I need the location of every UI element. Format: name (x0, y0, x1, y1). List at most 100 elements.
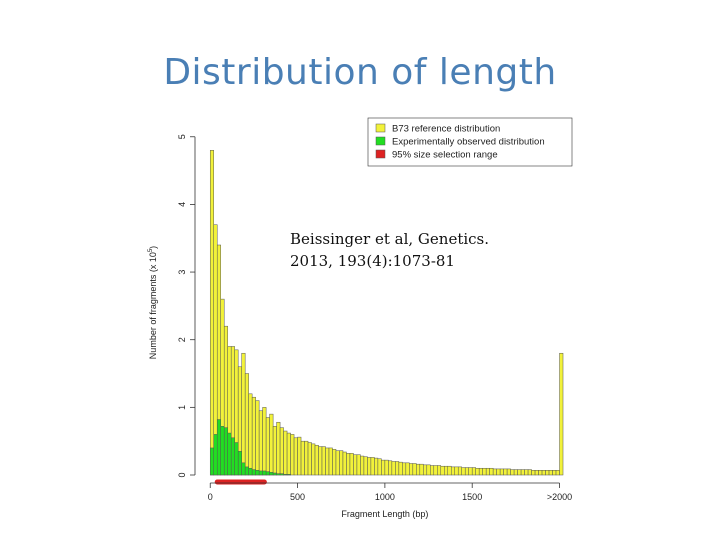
bar-reference-66 (440, 465, 445, 476)
bar-reference-21 (283, 430, 288, 476)
bar-reference-99 (555, 470, 560, 476)
bar-reference-11 (248, 393, 253, 476)
bar-observed-2 (216, 419, 221, 476)
bar-reference-56 (405, 462, 410, 476)
bar-reference-37 (339, 450, 344, 476)
bar-observed-7 (234, 442, 239, 476)
bar-reference-90 (524, 469, 529, 476)
bar-reference-53 (395, 461, 400, 476)
y-axis-label-main: Number of fragments (x 10 (148, 252, 158, 359)
bar-observed-21 (283, 474, 288, 476)
bar-observed-3 (220, 426, 225, 476)
bar-observed-10 (244, 466, 249, 476)
bar-observed-12 (251, 469, 256, 476)
bar-observed-8 (237, 451, 242, 476)
bar-reference-70 (454, 466, 459, 476)
bar-reference-96 (545, 470, 550, 476)
bar-observed-19 (276, 473, 281, 476)
histogram-chart: 0 500 1000 1500 >2000 0 1 2 3 4 5 B73 reference di… (148, 117, 573, 519)
bar-reference-79 (485, 467, 490, 476)
bar-reference-68 (447, 465, 452, 476)
bar-observed-18 (272, 472, 277, 476)
bar-reference-64 (433, 465, 438, 476)
bar-reference-30 (314, 444, 319, 476)
bar-reference-18 (272, 426, 277, 476)
y-tick-label-4: 4 (177, 202, 187, 207)
bar-reference-41 (353, 454, 358, 476)
bar-reference-15 (262, 407, 267, 476)
bar-reference-44 (363, 456, 368, 476)
bar-reference-86 (510, 469, 515, 476)
bar-reference-45 (367, 457, 372, 476)
bar-observed-9 (241, 462, 246, 476)
y-tick-label-3: 3 (177, 270, 187, 275)
bar-reference-94 (538, 470, 543, 476)
x-tick-label-3: 1500 (462, 492, 482, 502)
bar-reference-26 (300, 440, 305, 476)
x-axis-label: Fragment Length (bp) (341, 509, 428, 519)
bar-reference-91 (527, 469, 532, 476)
x-tick-label-4: >2000 (547, 492, 572, 502)
bar-observed-16 (265, 471, 270, 476)
bar-reference-46 (370, 457, 375, 476)
bar-reference-89 (520, 469, 525, 476)
bar-reference-60 (419, 463, 424, 476)
bar-reference-42 (356, 454, 361, 476)
legend-label-1: Experimentally observed distribution (392, 137, 545, 148)
legend-label-0: B73 reference distribution (392, 124, 500, 135)
bar-reference-83 (499, 468, 504, 476)
bar-reference-59 (416, 463, 421, 476)
bar-reference-39 (346, 453, 351, 476)
bar-reference-72 (461, 467, 466, 476)
bar-reference-84 (503, 468, 508, 476)
slide-title: Distribution of length (163, 52, 557, 93)
bar-reference-17 (269, 413, 274, 476)
legend-swatch-1 (375, 136, 386, 146)
bar-reference-100 (559, 352, 564, 476)
bar-reference-19 (276, 421, 281, 476)
x-tick-label-1: 500 (290, 492, 305, 502)
bar-reference-61 (423, 464, 428, 476)
bar-reference-80 (489, 467, 494, 476)
bar-reference-76 (475, 467, 480, 476)
bar-reference-54 (398, 461, 403, 476)
bar-reference-73 (464, 467, 469, 476)
bar-reference-13 (255, 400, 260, 476)
y-axis-label-exponent: 5 (148, 248, 154, 252)
bar-observed-0 (209, 447, 214, 476)
bar-reference-85 (506, 468, 511, 476)
bar-reference-29 (311, 443, 316, 476)
citation-line-2: 2013, 193(4):1073-81 (290, 252, 455, 270)
bar-reference-34 (328, 447, 333, 476)
bar-reference-35 (332, 449, 337, 476)
bar-reference-92 (531, 470, 536, 476)
bar-reference-95 (541, 470, 546, 476)
bar-reference-12 (251, 396, 256, 476)
bar-reference-87 (513, 469, 518, 476)
bar-reference-20 (279, 427, 284, 476)
bar-reference-55 (402, 462, 407, 476)
bar-reference-36 (335, 450, 340, 476)
bar-observed-20 (279, 473, 284, 476)
bar-reference-38 (342, 451, 347, 476)
bar-reference-33 (325, 447, 330, 476)
bar-reference-49 (381, 459, 386, 476)
bar-reference-78 (482, 467, 487, 476)
bar-reference-63 (430, 465, 435, 476)
bar-reference-97 (548, 470, 553, 476)
bar-reference-74 (468, 467, 473, 476)
bar-reference-31 (318, 446, 323, 476)
bar-reference-93 (534, 470, 539, 476)
bar-reference-10 (244, 373, 249, 476)
bar-reference-24 (293, 437, 298, 476)
legend: B73 reference distribution Experimentally… (367, 117, 573, 167)
bar-reference-69 (450, 466, 455, 476)
x-tick-label-2: 1000 (375, 492, 395, 502)
bar-reference-32 (321, 446, 326, 476)
legend-swatch-0 (375, 123, 386, 133)
y-tick-label-0: 0 (177, 472, 187, 477)
bar-reference-58 (412, 463, 417, 476)
bar-reference-51 (388, 460, 393, 476)
bar-reference-82 (496, 468, 501, 476)
bar-reference-88 (517, 469, 522, 476)
